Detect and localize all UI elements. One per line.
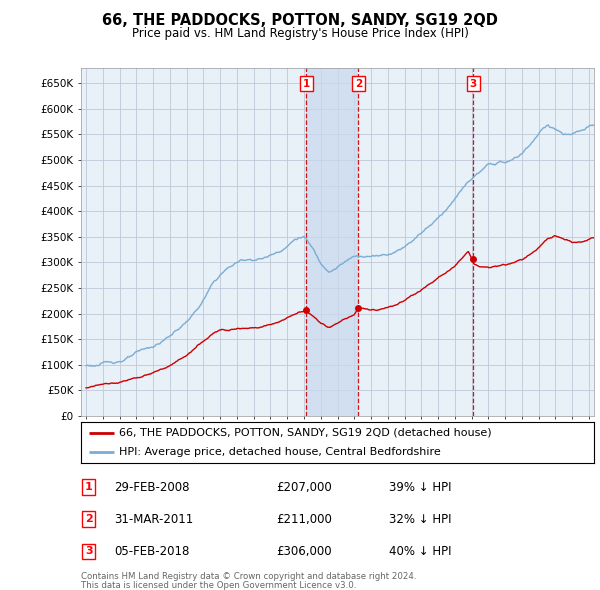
Text: 29-FEB-2008: 29-FEB-2008 <box>115 481 190 494</box>
Text: 1: 1 <box>303 78 310 88</box>
Text: 40% ↓ HPI: 40% ↓ HPI <box>389 545 451 558</box>
Text: 31-MAR-2011: 31-MAR-2011 <box>115 513 194 526</box>
Text: £306,000: £306,000 <box>276 545 332 558</box>
Text: HPI: Average price, detached house, Central Bedfordshire: HPI: Average price, detached house, Cent… <box>119 447 441 457</box>
Text: £207,000: £207,000 <box>276 481 332 494</box>
Text: £211,000: £211,000 <box>276 513 332 526</box>
Text: 39% ↓ HPI: 39% ↓ HPI <box>389 481 451 494</box>
Text: 32% ↓ HPI: 32% ↓ HPI <box>389 513 451 526</box>
Text: Contains HM Land Registry data © Crown copyright and database right 2024.: Contains HM Land Registry data © Crown c… <box>81 572 416 581</box>
Text: 05-FEB-2018: 05-FEB-2018 <box>115 545 190 558</box>
Bar <box>307 68 358 416</box>
Text: 3: 3 <box>470 78 477 88</box>
Text: 3: 3 <box>85 546 92 556</box>
Text: 66, THE PADDOCKS, POTTON, SANDY, SG19 2QD: 66, THE PADDOCKS, POTTON, SANDY, SG19 2Q… <box>102 13 498 28</box>
Text: This data is licensed under the Open Government Licence v3.0.: This data is licensed under the Open Gov… <box>81 581 356 589</box>
Text: 2: 2 <box>355 78 362 88</box>
Text: Price paid vs. HM Land Registry's House Price Index (HPI): Price paid vs. HM Land Registry's House … <box>131 27 469 40</box>
Text: 2: 2 <box>85 514 92 524</box>
Text: 1: 1 <box>85 482 92 492</box>
Text: 66, THE PADDOCKS, POTTON, SANDY, SG19 2QD (detached house): 66, THE PADDOCKS, POTTON, SANDY, SG19 2Q… <box>119 428 492 438</box>
